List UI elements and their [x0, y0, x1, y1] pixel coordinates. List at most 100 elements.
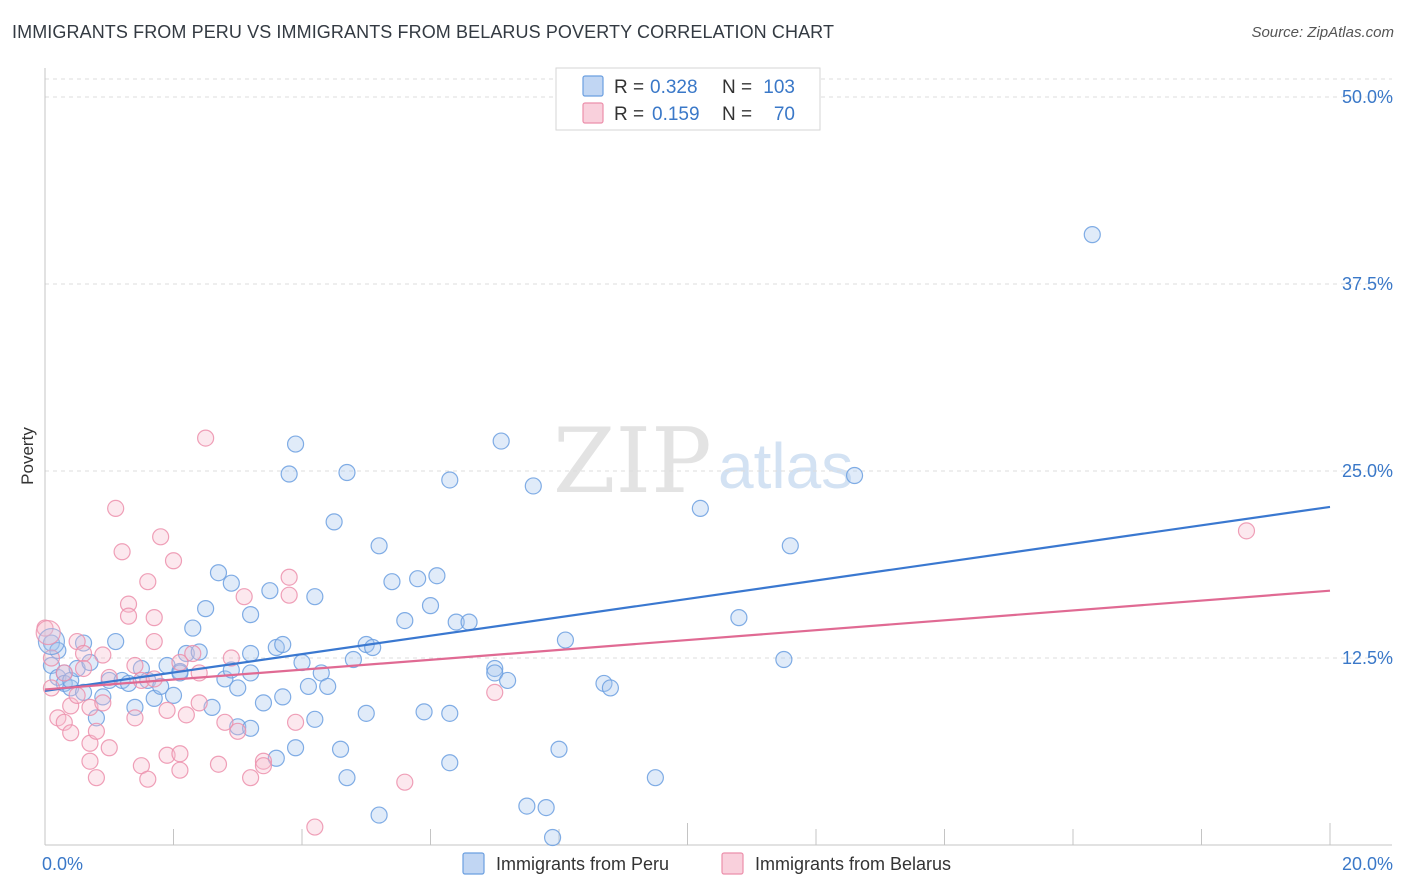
peru-point [274, 688, 292, 706]
peru-point [267, 749, 285, 767]
peru-point [197, 600, 215, 618]
belarus-point [94, 694, 112, 712]
belarus-point [216, 713, 234, 731]
belarus-point [164, 552, 183, 570]
belarus-n-value: 70 [774, 104, 795, 125]
peru-point [242, 606, 260, 624]
peru-point [730, 609, 748, 627]
peru-point [428, 567, 446, 585]
belarus-point [62, 724, 80, 742]
peru-point [190, 643, 208, 661]
belarus-legend-swatch [582, 102, 604, 124]
peru-point [845, 466, 864, 485]
peru-point [94, 688, 112, 706]
source-credit: Source: ZipAtlas.com [1251, 24, 1394, 41]
peru-point [357, 704, 375, 722]
belarus-point [171, 761, 189, 779]
belarus-point [177, 706, 195, 724]
belarus-point [197, 429, 215, 447]
tick-labels: 12.5% 25.0% 37.5% 50.0% 0.0% 20.0% [42, 87, 1393, 874]
peru-point [184, 619, 202, 637]
belarus-point [74, 659, 93, 678]
peru-point [261, 582, 279, 600]
belarus-point [87, 722, 106, 740]
y-tick-label: 12.5% [1342, 648, 1393, 668]
peru-point [229, 718, 247, 736]
series-legend: Immigrants from Peru Immigrants from Bel… [462, 852, 951, 875]
peru-point [383, 573, 401, 591]
belarus-point [55, 664, 73, 682]
belarus-n-label: N = [722, 104, 752, 125]
peru-point [274, 635, 292, 654]
peru-point [691, 499, 709, 517]
peru-point [229, 679, 247, 697]
peru-point [306, 588, 324, 606]
gridlines [45, 78, 1392, 659]
stats-legend: R = 0.328 N = 103 R = 0.159 N = 70 [555, 67, 821, 131]
belarus-point [184, 644, 202, 663]
belarus-point [94, 646, 112, 664]
belarus-point [126, 709, 144, 727]
belarus-point [486, 683, 504, 702]
peru-point [338, 769, 356, 787]
peru-point [518, 797, 536, 815]
watermark-atlas: atlas [718, 430, 853, 502]
trend-lines [44, 505, 1331, 693]
belarus-point [107, 499, 125, 517]
belarus-point [81, 752, 99, 770]
peru-point [775, 650, 793, 669]
peru-point [286, 435, 305, 453]
peru-point [441, 704, 459, 722]
x-tick-label-max: 20.0% [1342, 854, 1393, 874]
data-points [35, 226, 1256, 847]
peru-point [81, 653, 99, 672]
peru-point [242, 644, 260, 663]
peru-point [601, 679, 620, 697]
peru-point [441, 471, 459, 489]
peru-point [280, 465, 298, 483]
peru-point [543, 828, 562, 847]
belarus-point [280, 568, 298, 586]
peru-point [242, 719, 260, 737]
belarus-point [222, 649, 240, 667]
y-axis-title: Poverty [18, 427, 37, 485]
belarus-series-swatch [721, 852, 744, 875]
belarus-trend-line [44, 589, 1331, 691]
belarus-point [152, 528, 170, 546]
peru-point [107, 632, 125, 651]
peru-point [409, 570, 427, 588]
peru-point [87, 709, 106, 727]
belarus-point [235, 588, 253, 606]
peru-point [164, 686, 183, 705]
peru-point [370, 537, 388, 555]
y-tick-label: 37.5% [1342, 274, 1393, 294]
belarus-point [139, 573, 157, 591]
peru-point [396, 611, 414, 630]
peru-point [37, 627, 66, 656]
belarus-point [74, 644, 93, 663]
peru-point [537, 798, 555, 817]
belarus-r-value: 0.159 [652, 104, 700, 125]
belarus-series-label: Immigrants from Belarus [755, 854, 951, 874]
belarus-point [306, 818, 324, 836]
belarus-point [55, 713, 73, 731]
belarus-point [254, 752, 273, 770]
peru-point [550, 740, 568, 758]
peru-point [646, 769, 664, 787]
x-tick-label-min: 0.0% [42, 854, 83, 874]
peru-point [325, 513, 343, 531]
peru-point [222, 574, 240, 592]
belarus-point [145, 670, 163, 688]
belarus-point [139, 770, 157, 788]
chart-title: IMMIGRANTS FROM PERU VS IMMIGRANTS FROM … [12, 22, 835, 42]
peru-point [556, 631, 575, 649]
belarus-point [254, 757, 273, 775]
belarus-point [113, 543, 131, 561]
belarus-point [119, 595, 138, 613]
peru-point [524, 477, 542, 495]
peru-series-label: Immigrants from Peru [496, 854, 669, 874]
belarus-point [1237, 522, 1256, 540]
peru-n-label: N = [722, 77, 752, 98]
y-tick-label: 50.0% [1342, 87, 1393, 107]
peru-point [344, 650, 362, 669]
